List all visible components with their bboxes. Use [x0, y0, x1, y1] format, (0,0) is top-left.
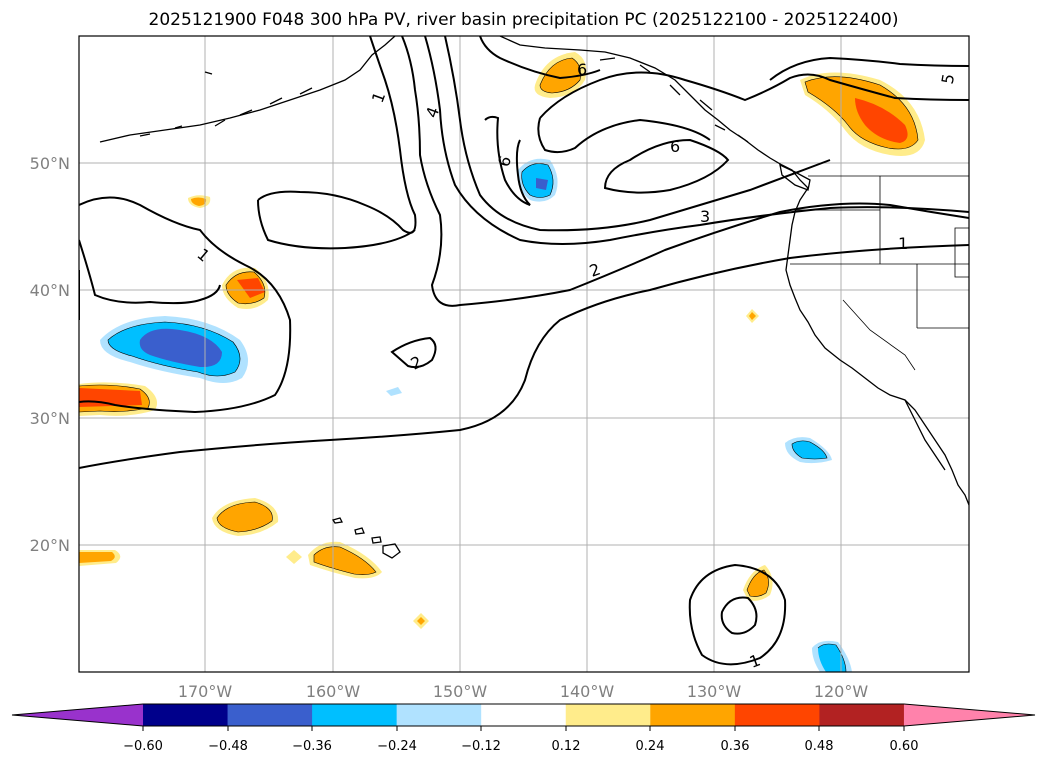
colorbar-tick-label: 0.36 [721, 739, 750, 754]
map-panel: 1 4 6 6 6 5 3 1 1 2 2 1 [79, 36, 969, 672]
lat-label: 40°N [30, 281, 70, 300]
pv-contours [79, 36, 969, 666]
colorbar-ticks [142, 726, 905, 731]
colorbar-tick-label: −0.24 [377, 739, 417, 754]
pv-contour-1-west [79, 239, 221, 305]
coastlines [99, 36, 969, 559]
colorbar-segment [650, 704, 736, 726]
colorbar-tick-label: 0.48 [805, 739, 834, 754]
colorbar-tick-label: −0.36 [292, 739, 332, 754]
colorbar-tick-label: −0.48 [208, 739, 248, 754]
colorbar-tick-label: 0.12 [552, 739, 581, 754]
colorbar-segment [143, 704, 229, 726]
colorbar-segment [312, 704, 398, 726]
lon-label: 140°W [560, 682, 615, 701]
lat-label: 30°N [30, 409, 70, 428]
lon-label: 170°W [178, 682, 233, 701]
colorbar-tick-label: −0.12 [461, 739, 501, 754]
pv-label: 6 [670, 137, 680, 156]
lon-label: 160°W [306, 682, 361, 701]
colorbar-segment [903, 704, 1035, 726]
pv-contour-2-west [79, 196, 292, 414]
colorbar-tick-label: 0.60 [890, 739, 919, 754]
colorbar-segment [12, 704, 143, 726]
political-borders [790, 175, 969, 371]
colorbar: −0.60 −0.48 −0.36 −0.24 −0.12 0.12 0.24 … [11, 703, 1036, 754]
lat-axis: 50°N 40°N 30°N 20°N [30, 154, 70, 555]
precip-shading [79, 52, 925, 672]
lon-label: 150°W [433, 682, 488, 701]
colorbar-tick-label: −0.60 [123, 739, 163, 754]
pv-label: 6 [577, 60, 587, 79]
lon-label: 130°W [687, 682, 742, 701]
lon-label: 120°W [814, 682, 869, 701]
precip-outlines [79, 57, 919, 672]
colorbar-segment [565, 704, 651, 726]
pv-label: 1 [898, 234, 908, 253]
lat-label: 50°N [30, 154, 70, 173]
colorbar-tick-label: 0.24 [636, 739, 665, 754]
map-frame [78, 35, 970, 673]
lon-axis: 170°W 160°W 150°W 140°W 130°W 120°W [178, 682, 869, 701]
colorbar-segments [11, 703, 1036, 727]
colorbar-segment [481, 704, 567, 726]
colorbar-segment [396, 704, 482, 726]
lat-label: 20°N [30, 536, 70, 555]
colorbar-labels: −0.60 −0.48 −0.36 −0.24 −0.12 0.12 0.24 … [123, 739, 918, 754]
pv-label: 5 [938, 72, 958, 85]
pv-label: 3 [700, 207, 710, 226]
colorbar-segment [819, 704, 905, 726]
colorbar-segment [227, 704, 313, 726]
colorbar-segment [734, 704, 820, 726]
map-title: 2025121900 F048 300 hPa PV, river basin … [148, 10, 899, 30]
